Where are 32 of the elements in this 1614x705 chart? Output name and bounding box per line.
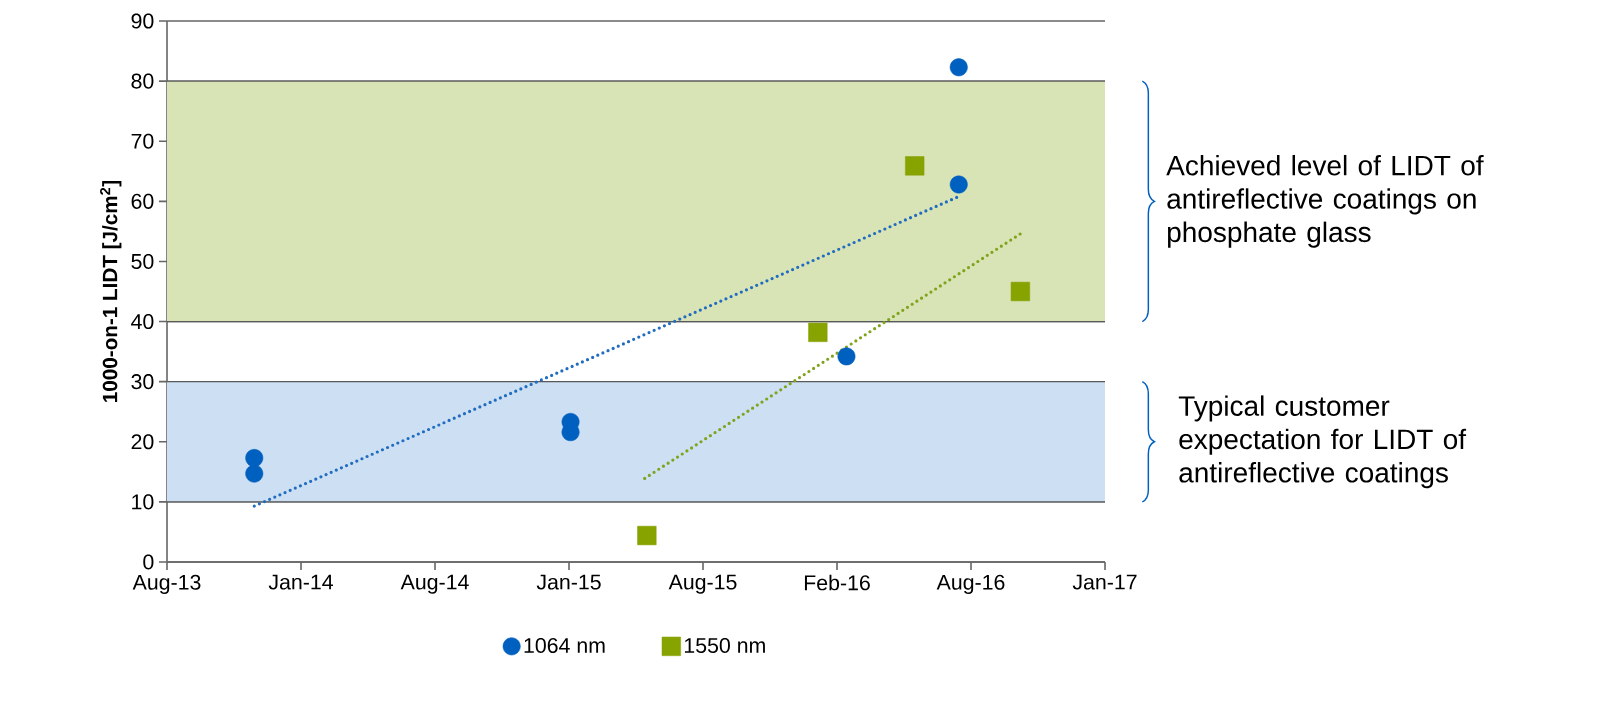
x-tick-label: Jan-15 — [536, 574, 601, 590]
y-tick-label: 30 — [131, 374, 154, 390]
point — [949, 58, 968, 77]
band-label: Typical customer expectation for LIDT of antireflective coatings — [1178, 395, 1467, 489]
point — [245, 464, 264, 483]
legend-label: 1064 nm — [524, 637, 605, 654]
y-tick-label: 60 — [131, 193, 154, 209]
y-tick-label: 40 — [131, 314, 154, 330]
x-tick-label: Feb-16 — [804, 574, 870, 591]
legend-label: 1550 nm — [684, 637, 765, 654]
y-tick-label: 80 — [131, 73, 154, 89]
point — [1010, 281, 1030, 302]
y-tick-label: 10 — [132, 494, 154, 510]
band-label: Achieved level of LIDT of antireflective coatings on phosphate glass — [1166, 154, 1484, 248]
x-tick-label: Aug-16 — [936, 574, 1005, 595]
point — [837, 347, 856, 366]
y-tick-label: 50 — [131, 253, 154, 269]
point — [245, 449, 264, 467]
y-tick-label: 70 — [131, 133, 154, 149]
y-tick-label: 90 — [131, 13, 154, 29]
y-axis-title: 1000-on-1 LIDT [J/cm$^{2}$] — [100, 180, 122, 402]
y-tick-label: 0 — [143, 554, 154, 570]
point — [808, 322, 828, 342]
point — [949, 175, 968, 194]
x-tick-label: Jan-17 — [1072, 574, 1137, 590]
x-tick-label: Jan-14 — [268, 574, 333, 590]
x-tick-label: Aug-14 — [400, 574, 469, 594]
point — [637, 525, 657, 546]
x-tick-label: Aug-15 — [668, 574, 737, 594]
x-tick-label: Aug-13 — [132, 574, 201, 595]
y-tick-label: 20 — [131, 434, 154, 450]
point — [905, 156, 925, 176]
